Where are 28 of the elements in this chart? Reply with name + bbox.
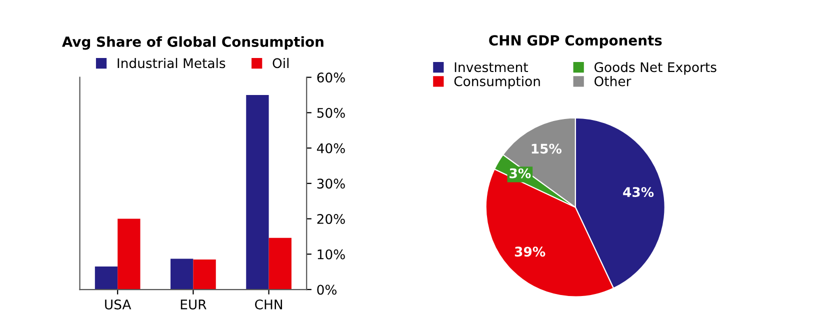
y-tick-label: 60% [317, 72, 345, 83]
chart-title: CHN GDP Components [489, 35, 662, 48]
y-tick-label: 50% [317, 108, 345, 118]
y-tick-label: 30% [317, 178, 345, 189]
legend-label: Goods Net Exports [594, 62, 716, 75]
bar [193, 259, 216, 290]
bar [246, 95, 269, 290]
x-tick-label: EUR [180, 300, 206, 310]
legend-label: Other [594, 76, 632, 86]
y-tick-label: 10% [318, 249, 345, 260]
bar [170, 258, 194, 290]
bar [268, 238, 292, 290]
chart-title: Avg Share of Global Consumption [62, 36, 324, 50]
y-tick-label: 40% [316, 143, 345, 154]
data-label: 3% [510, 168, 531, 178]
y-tick-label: 0% [317, 284, 337, 295]
legend-label: Oil [272, 58, 288, 68]
data-label: 15% [532, 144, 562, 154]
x-tick-label: USA [105, 299, 132, 310]
data-label: 39% [514, 246, 546, 257]
bar [94, 266, 118, 290]
data-label: 43% [623, 187, 654, 198]
legend-label: Consumption [454, 76, 540, 89]
bar [118, 218, 140, 290]
legend-label: Industrial Metals [118, 58, 226, 68]
x-tick-label: CHN [255, 299, 282, 310]
y-tick-label: 20% [317, 214, 345, 224]
legend-label: Investment [454, 62, 528, 72]
